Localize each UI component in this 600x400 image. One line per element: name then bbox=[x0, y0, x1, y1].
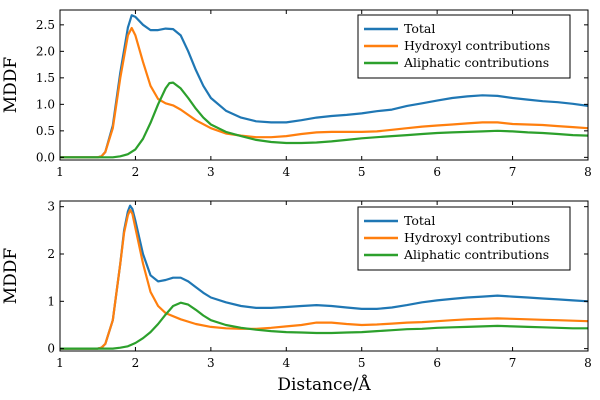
x-tick-label: 3 bbox=[207, 165, 215, 179]
series-line-hydroxyl bbox=[60, 208, 588, 350]
y-tick-label: 1 bbox=[47, 294, 55, 308]
chart-panel-2: 1 2 3 4 5 6 7 80123MDDFDistance/ÅTotalHydroxyl … bbox=[1, 200, 592, 395]
legend-label: Aliphatic contributions bbox=[403, 55, 549, 70]
x-tick-label: 7 bbox=[509, 356, 517, 370]
y-tick-label: 0 bbox=[47, 342, 55, 356]
x-tick-label: 8 bbox=[584, 165, 592, 179]
legend-label: Hydroxyl contributions bbox=[404, 230, 550, 245]
y-axis-label: MDDF bbox=[1, 248, 21, 305]
legend-label: Total bbox=[404, 21, 435, 36]
x-tick-label: 5 bbox=[358, 165, 366, 179]
legend-label: Hydroxyl contributions bbox=[404, 38, 550, 53]
y-tick-label: 2.5 bbox=[36, 18, 55, 32]
x-tick-label: 8 bbox=[584, 356, 592, 370]
legend-label: Total bbox=[404, 213, 435, 228]
y-tick-label: 0.0 bbox=[36, 150, 55, 164]
y-tick-label: 2 bbox=[47, 247, 55, 261]
x-tick-label: 7 bbox=[509, 165, 517, 179]
y-tick-label: 2.0 bbox=[36, 44, 55, 58]
x-tick-label: 4 bbox=[282, 356, 290, 370]
y-tick-label: 1.5 bbox=[36, 71, 55, 85]
x-tick-label: 1 bbox=[56, 356, 64, 370]
y-tick-label: 3 bbox=[47, 200, 55, 214]
x-tick-label: 4 bbox=[282, 165, 290, 179]
legend: Total Hydroxyl contributions Aliphatic con… bbox=[357, 14, 571, 79]
x-axis-label: Distance/Å bbox=[277, 374, 371, 395]
x-tick-label: 6 bbox=[433, 356, 441, 370]
x-tick-label: 3 bbox=[207, 356, 215, 370]
series-line-total bbox=[60, 204, 588, 350]
y-axis-label: MDDF bbox=[1, 57, 21, 114]
series-line-aliphatic bbox=[60, 301, 588, 350]
legend: Total Hydroxyl contributions Aliphatic con… bbox=[357, 206, 571, 271]
x-tick-label: 2 bbox=[132, 165, 140, 179]
x-tick-label: 5 bbox=[358, 356, 366, 370]
series-line-total bbox=[60, 14, 588, 159]
series-line-aliphatic bbox=[60, 81, 588, 159]
plot-frame bbox=[59, 200, 589, 352]
x-tick-label: 2 bbox=[132, 356, 140, 370]
x-tick-label: 1 bbox=[56, 165, 64, 179]
x-tick-label: 6 bbox=[433, 165, 441, 179]
chart-panel-1: 1 2 3 4 5 6 7 8 0.0 0.5 1.0 1.5 2.0 2.5 MDDF Total Hydro… bbox=[1, 9, 592, 179]
y-tick-label: 1.0 bbox=[36, 97, 55, 111]
y-tick-label: 0.5 bbox=[36, 124, 55, 138]
plot-frame bbox=[59, 9, 589, 161]
series-line-hydroxyl bbox=[60, 26, 588, 159]
legend-label: Aliphatic contributions bbox=[403, 247, 549, 262]
